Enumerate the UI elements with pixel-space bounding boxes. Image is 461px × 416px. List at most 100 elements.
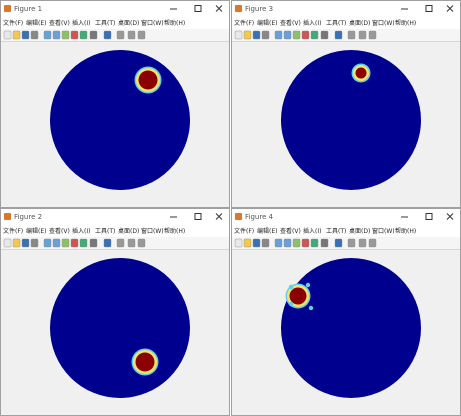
toolbar-button[interactable] xyxy=(21,238,30,248)
toolbar-button[interactable] xyxy=(43,30,52,40)
toolbar-button[interactable] xyxy=(310,30,319,40)
toolbar-button[interactable] xyxy=(283,30,292,40)
menu-item[interactable]: 查看(V) xyxy=(49,227,70,235)
toolbar-button[interactable] xyxy=(252,30,261,40)
toolbar-button[interactable] xyxy=(274,30,283,40)
toolbar-button[interactable] xyxy=(103,30,112,40)
toolbar-button[interactable] xyxy=(89,30,98,40)
toolbar-button[interactable] xyxy=(127,238,136,248)
menu-item[interactable]: 文件(F) xyxy=(234,19,254,27)
toolbar-button[interactable] xyxy=(292,30,301,40)
toolbar-button[interactable] xyxy=(61,30,70,40)
menu-item[interactable]: 工具(T) xyxy=(326,228,346,235)
window-title: Figure 3 xyxy=(245,5,273,13)
disk-plot xyxy=(281,258,421,398)
toolbar-button[interactable] xyxy=(301,30,310,40)
toolbar-button[interactable] xyxy=(368,238,377,248)
toolbar-button[interactable] xyxy=(310,238,319,248)
toolbar-button[interactable] xyxy=(301,238,310,248)
menu-item[interactable]: 桌面(D) xyxy=(349,227,370,235)
toolbar-button[interactable] xyxy=(274,238,283,248)
menu-item[interactable]: 文件(F) xyxy=(234,227,254,235)
toolbar-button[interactable] xyxy=(12,30,21,40)
toolbar-button[interactable] xyxy=(368,30,377,40)
toolbar-button[interactable] xyxy=(243,30,252,40)
menu-item[interactable]: 编辑(E) xyxy=(257,227,277,235)
maximize-button[interactable] xyxy=(425,5,433,12)
title-bar xyxy=(232,209,460,225)
toolbar-button[interactable] xyxy=(103,238,112,248)
menu-item[interactable]: 编辑(E) xyxy=(26,19,46,27)
toolbar-button[interactable] xyxy=(30,238,39,248)
toolbar-button[interactable] xyxy=(79,30,88,40)
toolbar-button[interactable] xyxy=(3,238,12,248)
toolbar-button[interactable] xyxy=(137,238,146,248)
menu-item[interactable]: 帮助(H) xyxy=(395,227,416,235)
toolbar-button[interactable] xyxy=(127,30,136,40)
menu-item[interactable]: 查看(V) xyxy=(280,19,301,27)
toolbar-button[interactable] xyxy=(261,30,270,40)
toolbar-button[interactable] xyxy=(116,238,125,248)
menu-item[interactable]: 插入(I) xyxy=(72,19,90,27)
toolbar-button[interactable] xyxy=(347,238,356,248)
toolbar-button[interactable] xyxy=(70,238,79,248)
menu-item[interactable]: 桌面(D) xyxy=(118,19,139,27)
toolbar-button[interactable] xyxy=(358,30,367,40)
toolbar-button[interactable] xyxy=(137,30,146,40)
menu-item[interactable]: 桌面(D) xyxy=(349,19,370,27)
close-button[interactable] xyxy=(446,213,454,220)
toolbar-button[interactable] xyxy=(12,238,21,248)
menu-item[interactable]: 窗口(W) xyxy=(372,227,395,235)
maximize-button[interactable] xyxy=(194,213,202,220)
menu-item[interactable]: 编辑(E) xyxy=(257,19,277,27)
toolbar-button[interactable] xyxy=(261,238,270,248)
menu-item[interactable]: 窗口(W) xyxy=(141,227,164,235)
toolbar-button[interactable] xyxy=(43,238,52,248)
menu-item[interactable]: 窗口(W) xyxy=(372,19,395,27)
menu-item[interactable]: 插入(I) xyxy=(303,19,321,27)
toolbar-button[interactable] xyxy=(52,30,61,40)
menu-item[interactable]: 工具(T) xyxy=(95,20,115,27)
toolbar-button[interactable] xyxy=(79,238,88,248)
toolbar-button[interactable] xyxy=(252,238,261,248)
menu-item[interactable]: 帮助(H) xyxy=(164,227,185,235)
toolbar-button[interactable] xyxy=(116,30,125,40)
menu-item[interactable]: 查看(V) xyxy=(49,19,70,27)
menu-item[interactable]: 窗口(W) xyxy=(141,19,164,27)
menu-item[interactable]: 帮助(H) xyxy=(395,19,416,27)
close-button[interactable] xyxy=(215,5,223,12)
menu-item[interactable]: 插入(I) xyxy=(72,227,90,235)
maximize-button[interactable] xyxy=(194,5,202,12)
toolbar-button[interactable] xyxy=(30,30,39,40)
toolbar-button[interactable] xyxy=(347,30,356,40)
toolbar-button[interactable] xyxy=(320,30,329,40)
toolbar-button[interactable] xyxy=(61,238,70,248)
title-bar xyxy=(1,1,229,17)
toolbar-button[interactable] xyxy=(234,30,243,40)
menu-item[interactable]: 桌面(D) xyxy=(118,227,139,235)
menu-item[interactable]: 帮助(H) xyxy=(164,19,185,27)
toolbar-button[interactable] xyxy=(334,238,343,248)
toolbar-button[interactable] xyxy=(243,238,252,248)
toolbar-button[interactable] xyxy=(52,238,61,248)
toolbar-button[interactable] xyxy=(234,238,243,248)
menu-item[interactable]: 工具(T) xyxy=(95,228,115,235)
menu-item[interactable]: 插入(I) xyxy=(303,227,321,235)
toolbar-button[interactable] xyxy=(334,30,343,40)
toolbar-button[interactable] xyxy=(283,238,292,248)
menu-item[interactable]: 查看(V) xyxy=(280,227,301,235)
menu-item[interactable]: 编辑(E) xyxy=(26,227,46,235)
toolbar-button[interactable] xyxy=(89,238,98,248)
close-button[interactable] xyxy=(215,213,223,220)
toolbar-button[interactable] xyxy=(292,238,301,248)
toolbar-button[interactable] xyxy=(320,238,329,248)
toolbar-button[interactable] xyxy=(21,30,30,40)
menu-item[interactable]: 文件(F) xyxy=(3,19,23,27)
menu-item[interactable]: 文件(F) xyxy=(3,227,23,235)
toolbar-button[interactable] xyxy=(70,30,79,40)
toolbar-button[interactable] xyxy=(358,238,367,248)
maximize-button[interactable] xyxy=(425,213,433,220)
menu-item[interactable]: 工具(T) xyxy=(326,20,346,27)
close-button[interactable] xyxy=(446,5,454,12)
toolbar-button[interactable] xyxy=(3,30,12,40)
